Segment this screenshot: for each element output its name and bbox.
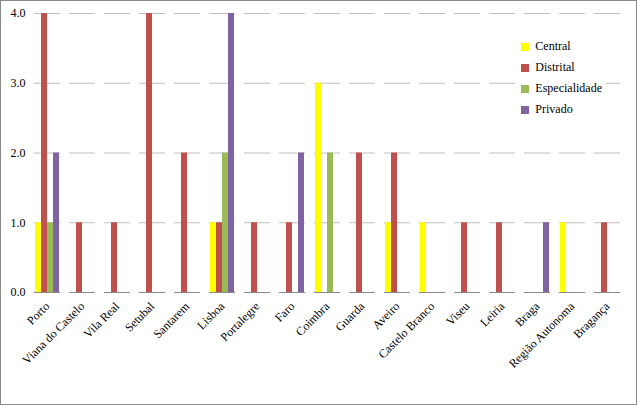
svg-text:Viana do Castelo: Viana do Castelo <box>19 299 87 367</box>
svg-text:Viseu: Viseu <box>443 299 472 328</box>
svg-text:Coimbra: Coimbra <box>293 299 333 339</box>
svg-text:Setubal: Setubal <box>122 299 158 335</box>
svg-text:Santarem: Santarem <box>150 299 192 341</box>
html-text:Especialidade: Especialidade <box>535 81 602 95</box>
svg-text:Aveiro: Aveiro <box>370 299 403 332</box>
html-text:Distrital: Distrital <box>535 60 575 74</box>
svg-text:0.0: 0.0 <box>11 285 26 299</box>
svg-text:Portalegre: Portalegre <box>218 299 263 344</box>
svg-text:Guarda: Guarda <box>332 299 367 334</box>
html-text:Privado: Privado <box>535 102 573 116</box>
svg-text:3.0: 3.0 <box>11 76 26 90</box>
svg-text:Porto: Porto <box>24 299 52 327</box>
svg-text:Bragança: Bragança <box>570 299 612 341</box>
svg-text:4.0: 4.0 <box>11 6 26 20</box>
svg-text:Faro: Faro <box>272 299 297 324</box>
svg-text:Vila Real: Vila Real <box>81 299 123 341</box>
svg-text:Braga: Braga <box>512 299 543 330</box>
html-text:Central: Central <box>535 39 571 53</box>
svg-text:Região Autonoma: Região Autonoma <box>506 299 578 371</box>
svg-text:2.0: 2.0 <box>11 146 26 160</box>
svg-text:Leiria: Leiria <box>477 299 508 330</box>
svg-text:Castelo Branco: Castelo Branco <box>375 299 437 361</box>
svg-text:Lisboa: Lisboa <box>194 299 227 332</box>
svg-text:1.0: 1.0 <box>11 216 26 230</box>
